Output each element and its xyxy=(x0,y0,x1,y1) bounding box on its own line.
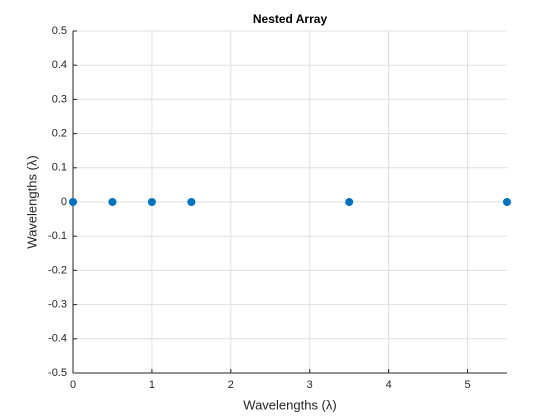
x-tick-label: 5 xyxy=(464,379,470,391)
x-axis-label: Wavelengths (λ) xyxy=(243,397,336,412)
y-tick-label: 0.5 xyxy=(52,25,67,37)
y-tick-label: -0.2 xyxy=(48,264,67,276)
y-tick-label: 0 xyxy=(61,196,67,208)
x-tick-label: 3 xyxy=(307,379,313,391)
y-tick-label: 0.1 xyxy=(52,162,67,174)
y-tick-label: -0.1 xyxy=(48,230,67,242)
point xyxy=(147,198,156,206)
point xyxy=(69,198,77,206)
x-tick-label: 4 xyxy=(386,379,392,391)
point xyxy=(187,198,196,206)
y-tick-label: -0.3 xyxy=(48,299,67,311)
y-tick-label: -0.5 xyxy=(48,367,67,379)
chart-title: Nested Array xyxy=(253,12,328,26)
y-tick-label: -0.4 xyxy=(48,333,67,345)
x-tick-label: 1 xyxy=(149,379,155,391)
point xyxy=(503,198,511,206)
y-axis-label: Wavelengths (λ) xyxy=(24,155,39,248)
point xyxy=(108,198,117,206)
y-tick-label: 0.2 xyxy=(52,128,67,140)
x-tick-label: 2 xyxy=(228,379,234,391)
x-tick-label: 0 xyxy=(70,379,76,391)
y-tick-label: 0.3 xyxy=(52,93,67,105)
point xyxy=(345,198,354,206)
y-tick-label: 0.4 xyxy=(52,59,67,71)
